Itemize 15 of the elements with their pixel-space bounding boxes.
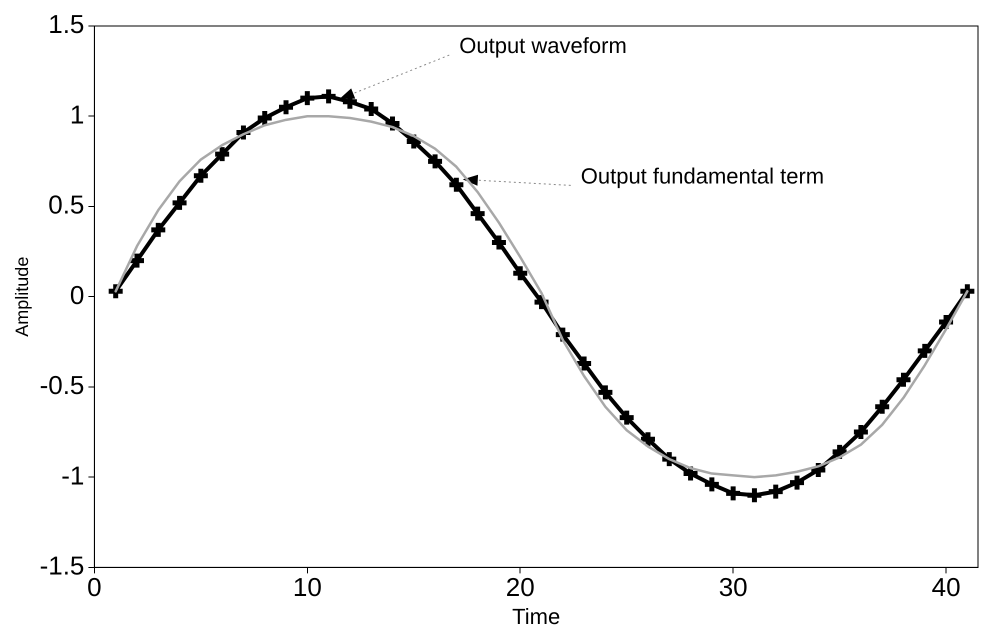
annotation: Output waveform	[459, 33, 627, 58]
y-tick-label: 1	[70, 99, 84, 130]
y-tick-label: 0	[70, 280, 84, 310]
y-tick-label: -1	[61, 460, 84, 490]
y-tick-label: 0.5	[48, 190, 84, 220]
x-tick-label: 10	[292, 572, 322, 602]
annotation: Output fundamental term	[580, 163, 824, 188]
x-axis-title: Time	[512, 604, 560, 629]
y-axis-title: Amplitude	[12, 256, 32, 337]
x-tick-label: 30	[718, 572, 748, 602]
x-tick-label: 40	[932, 572, 961, 602]
y-tick-label: -0.5	[40, 370, 84, 400]
y-tick-label: 1.5	[48, 9, 84, 40]
x-tick-label: 20	[506, 572, 535, 602]
y-tick-label: -1.5	[40, 550, 84, 581]
